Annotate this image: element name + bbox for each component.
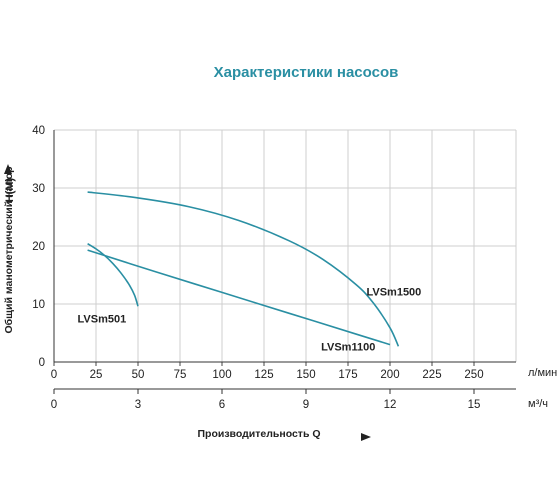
x-unit-secondary: м³/ч	[528, 398, 548, 410]
x-axis-title: Производительность Q	[197, 428, 320, 440]
x2-tick-label: 3	[135, 399, 141, 411]
x-unit-primary: л/мин	[528, 367, 557, 379]
series-line-lvsm1500	[87, 191, 400, 347]
x-tick-label: 100	[212, 369, 231, 381]
x-tick-label: 250	[464, 369, 483, 381]
y-tick-label: 20	[32, 241, 45, 253]
series-label-lvsm1100: LVSm1100	[321, 341, 375, 353]
chart-title: Характеристики насосов	[214, 64, 399, 81]
y-axis-title: Общий манометрический напор	[3, 167, 15, 334]
series-line-lvsm1100	[87, 249, 391, 346]
x2-tick-label: 15	[468, 399, 481, 411]
series-group	[87, 191, 400, 347]
x-tick-label: 200	[380, 369, 399, 381]
x-tick-label: 75	[174, 369, 187, 381]
axes: 0 10 20 30 40 0 25 50 75 100 125 150 175 200 225 250 0 3 6…	[32, 125, 516, 411]
x-tick-label: 150	[296, 369, 315, 381]
y-axis-arrow-icon	[4, 164, 12, 174]
x-tick-label: 175	[338, 369, 357, 381]
series-labels: LVSm501 LVSm1100 LVSm1500	[78, 286, 422, 353]
y-tick-label: 0	[39, 357, 45, 369]
y-tick-label: 30	[32, 183, 45, 195]
series-label-lvsm1500: LVSm1500	[366, 286, 421, 298]
x-tick-label: 125	[254, 369, 273, 381]
plot-area	[54, 129, 517, 362]
y-axis-title-group: Общий манометрический напор	[3, 167, 15, 334]
y-tick-label: 10	[32, 299, 45, 311]
x-axis-arrow-icon	[361, 433, 371, 441]
y-tick-label: 40	[32, 125, 45, 137]
x-tick-label: 0	[51, 369, 57, 381]
series-line-lvsm501	[87, 243, 139, 307]
x2-tick-label: 0	[51, 399, 57, 411]
x-tick-label: 50	[132, 369, 145, 381]
y-axis-unit: H(M)	[4, 177, 16, 202]
x2-tick-label: 6	[219, 399, 225, 411]
x2-tick-label: 9	[303, 399, 309, 411]
x2-tick-label: 12	[384, 399, 397, 411]
x-tick-label: 25	[90, 369, 103, 381]
x-tick-label: 225	[422, 369, 441, 381]
series-label-lvsm501: LVSm501	[78, 314, 127, 326]
y-axis-unit-group: H(M)	[4, 177, 16, 202]
